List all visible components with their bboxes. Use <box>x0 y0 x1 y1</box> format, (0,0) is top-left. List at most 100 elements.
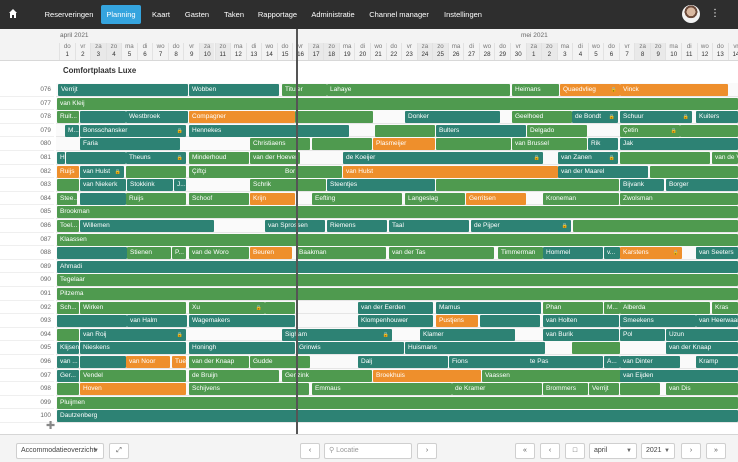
reservation-bar[interactable]: Alberda <box>620 301 710 314</box>
reservation-bar[interactable] <box>66 152 126 164</box>
reservation-bar[interactable]: Timmerman <box>498 247 543 260</box>
reservation-bar[interactable]: Pustjens <box>436 315 478 328</box>
reservation-bar[interactable]: van Heerwaarden <box>696 315 738 328</box>
reservation-bar[interactable]: van der Knaap <box>189 356 249 368</box>
reservation-bar[interactable]: Theuns 🔒 <box>126 152 186 164</box>
reservation-bar[interactable]: Verrijt <box>58 84 188 96</box>
reservation-bar[interactable]: de Pijper 🔒 <box>471 220 571 232</box>
nav-item-administratie[interactable]: Administratie <box>311 10 355 19</box>
add-row-icon[interactable]: ✚ <box>46 420 56 432</box>
reservation-bar[interactable]: Tegelaar <box>57 274 738 287</box>
reservation-bar[interactable]: van Niekerk <box>80 179 126 192</box>
reservation-bar[interactable]: Minderhoud <box>189 152 249 164</box>
reservation-bar[interactable]: Kramp <box>696 356 738 368</box>
reservation-bar[interactable]: Tuerlings <box>172 356 186 368</box>
reservation-bar[interactable]: Kroneman <box>543 192 619 205</box>
reservation-bar[interactable]: Zwolsman <box>620 192 738 205</box>
reservation-bar[interactable]: van Hulst <box>343 165 558 178</box>
reservation-bar[interactable]: Schijvens <box>189 383 309 396</box>
reservation-bar[interactable]: Broekhuis <box>373 369 481 382</box>
reservation-bar[interactable] <box>57 179 79 192</box>
reservation-bar[interactable] <box>80 356 126 368</box>
reservation-bar[interactable]: van Noor <box>126 356 170 368</box>
nav-item-channel-manager[interactable]: Channel manager <box>369 10 429 19</box>
reservation-bar[interactable] <box>57 328 79 341</box>
reservation-bar[interactable] <box>573 220 738 232</box>
backward-button[interactable]: ‹ <box>540 443 560 459</box>
reservation-bar[interactable]: Schuur 🔒 <box>620 111 692 124</box>
reservation-bar[interactable]: Donker <box>405 111 500 124</box>
reservation-bar[interactable]: Rik <box>588 138 618 151</box>
reservation-bar[interactable] <box>620 383 660 396</box>
reservation-bar[interactable]: Vendel <box>80 369 186 382</box>
reservation-bar[interactable]: Bijvank <box>620 179 664 192</box>
reservation-bar[interactable]: Xu 🔒 <box>189 301 265 314</box>
reservation-bar[interactable]: Beuren <box>250 247 292 260</box>
reservation-bar[interactable]: Bulters <box>436 124 526 137</box>
reservation-bar[interactable]: van Seeters <box>696 247 738 260</box>
reservation-bar[interactable]: Sch... <box>57 301 79 314</box>
reservation-bar[interactable]: Eefting <box>312 192 402 205</box>
reservation-bar[interactable]: van der Maarel <box>558 165 648 178</box>
nav-item-reserveringen[interactable]: Reserveringen <box>44 10 94 19</box>
reservation-bar[interactable]: van der Tas <box>389 247 494 260</box>
reservation-bar[interactable]: Nieskens <box>80 342 186 355</box>
reservation-bar[interactable] <box>57 315 127 328</box>
reservation-bar[interactable]: Phan <box>543 301 603 314</box>
reservation-bar[interactable]: Jak <box>620 138 738 151</box>
reservation-bar[interactable]: Wirken <box>80 301 186 314</box>
reservation-bar[interactable]: van de Woro <box>189 247 249 260</box>
reservation-bar[interactable]: van Holten <box>543 315 619 328</box>
reservation-bar[interactable]: Wobben <box>189 84 279 96</box>
reservation-bar[interactable]: Compagner <box>189 111 295 124</box>
more-menu-icon[interactable]: ⋮ <box>710 8 720 19</box>
reservation-bar[interactable]: Tituler <box>282 84 327 96</box>
reservation-bar[interactable]: Klaassen <box>57 233 738 246</box>
month-select[interactable]: april ▼ <box>589 443 637 459</box>
reservation-bar[interactable]: Willemen <box>80 220 214 232</box>
reservation-bar[interactable]: M... <box>65 124 79 137</box>
reservation-bar[interactable]: Verrijt <box>589 383 619 396</box>
reservation-bar[interactable]: Quaedvlieg 🔒 <box>560 84 620 96</box>
reservation-bar[interactable]: Taal <box>389 220 469 232</box>
reservation-bar[interactable]: Delgado <box>527 124 587 137</box>
reservation-bar[interactable]: Brookman <box>57 206 738 219</box>
reservation-bar[interactable]: Uzun <box>666 328 738 341</box>
reservation-bar[interactable]: van Hulst 🔒 <box>80 165 124 178</box>
reservation-bar[interactable]: J... <box>174 179 186 192</box>
reservation-bar[interactable]: Bor <box>282 165 342 178</box>
reservation-bar[interactable] <box>126 165 186 178</box>
reservation-bar[interactable]: Hoven <box>80 383 186 396</box>
reservation-bar[interactable] <box>80 192 126 205</box>
reservation-bar[interactable]: Dalj <box>358 356 448 368</box>
reservation-bar[interactable]: Heimans <box>512 84 559 96</box>
reservation-bar[interactable]: van Dinter <box>620 356 680 368</box>
reservation-bar[interactable]: Plasmeijer <box>373 138 435 151</box>
reservation-bar[interactable]: Ruijs <box>57 165 79 178</box>
reservation-bar[interactable]: Pol <box>620 328 665 341</box>
reservation-bar[interactable]: Toel... <box>57 220 79 232</box>
home-icon[interactable] <box>8 8 18 20</box>
nav-item-rapportage[interactable]: Rapportage <box>257 10 298 19</box>
reservation-bar[interactable]: Faria <box>80 138 180 151</box>
reservation-bar[interactable]: Dautzenberg <box>57 410 738 423</box>
year-select[interactable]: 2021 ▼ <box>641 443 675 459</box>
next-location-button[interactable]: › <box>417 443 437 459</box>
reservation-bar[interactable]: M... <box>604 301 620 314</box>
reservation-bar[interactable]: Geelhoed <box>512 111 572 124</box>
reservation-bar[interactable]: Fions <box>449 356 529 368</box>
reservation-bar[interactable]: van Brussel <box>512 138 587 151</box>
view-select[interactable]: Accommodatieoverzicht ▼ <box>16 443 104 459</box>
reservation-bar[interactable]: A... <box>604 356 620 368</box>
reservation-bar[interactable]: Klamer <box>420 328 515 341</box>
reservation-bar[interactable]: Klompenhouwer <box>358 315 433 328</box>
reservation-bar[interactable]: Christiaens <box>250 138 310 151</box>
reservation-bar[interactable]: Bonsschansker 🔒 <box>80 124 186 137</box>
reservation-bar[interactable]: de Kramer <box>452 383 542 396</box>
reservation-bar[interactable] <box>265 301 295 314</box>
reservation-bar[interactable]: Pitzema <box>57 288 738 300</box>
reservation-bar[interactable]: Stokkink <box>127 179 173 192</box>
reservation-bar[interactable]: Steentjes <box>327 179 435 192</box>
nav-item-kaart[interactable]: Kaart <box>152 10 170 19</box>
reservation-bar[interactable] <box>650 165 738 178</box>
